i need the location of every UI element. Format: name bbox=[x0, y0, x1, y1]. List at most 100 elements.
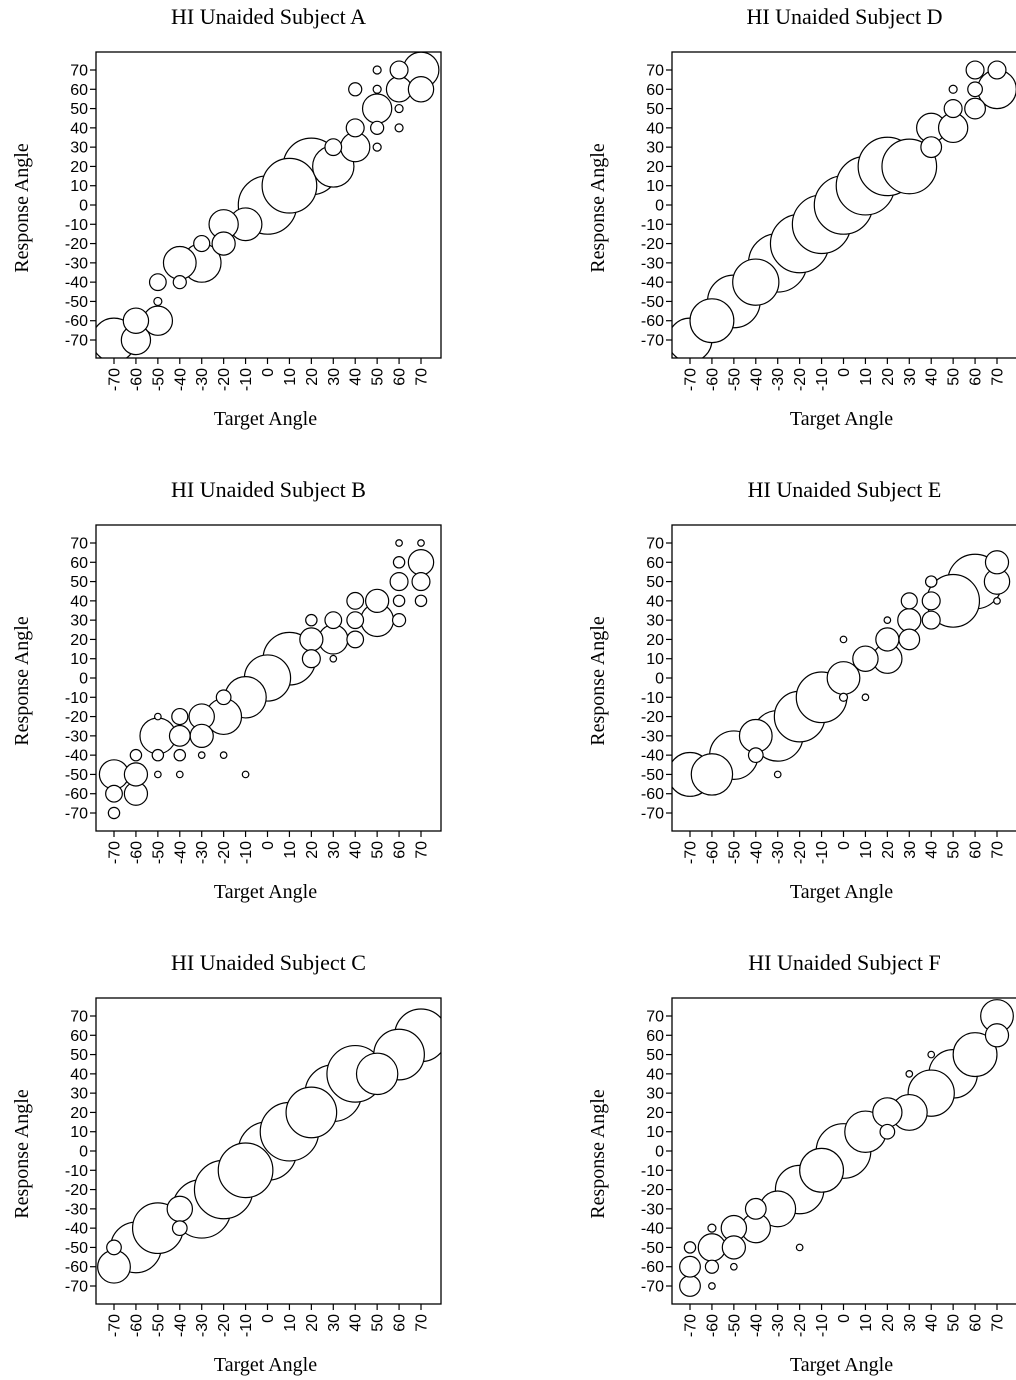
bubble-point bbox=[984, 1023, 1010, 1048]
y-tick-label: 50 bbox=[70, 574, 88, 591]
y-tick-label: -40 bbox=[65, 748, 88, 765]
bubble-layer bbox=[96, 52, 440, 358]
bubble-point bbox=[215, 689, 232, 706]
bubble-point bbox=[689, 298, 735, 344]
bubble-point bbox=[389, 572, 409, 592]
y-tick-label: -30 bbox=[641, 728, 664, 745]
bubble-point bbox=[106, 1239, 122, 1256]
bubble-point bbox=[122, 307, 150, 334]
bubble-point bbox=[872, 1097, 903, 1128]
y-tick-label: 0 bbox=[79, 198, 88, 215]
x-tick-label: -50 bbox=[150, 368, 167, 391]
bubble-point bbox=[987, 60, 1007, 80]
y-tick-label: 70 bbox=[646, 1009, 664, 1026]
panel-subject-a: HI Unaided Subject A 70 60 50 40 30 20 10 0 -10 -2… bbox=[11, 4, 442, 430]
bubble-point bbox=[875, 627, 900, 652]
y-tick-label: -60 bbox=[641, 1259, 664, 1276]
y-tick-label: 20 bbox=[70, 159, 88, 176]
bubble-point bbox=[329, 654, 338, 663]
bubble-point bbox=[679, 1275, 701, 1297]
x-tick-label: 0 bbox=[836, 368, 853, 377]
bubble-point bbox=[852, 645, 879, 672]
bubble-point bbox=[299, 627, 324, 652]
bubble-point bbox=[707, 1223, 717, 1233]
chart-title: HI Unaided Subject C bbox=[171, 950, 366, 975]
y-tick-label: -20 bbox=[65, 1182, 88, 1199]
x-tick-label: -70 bbox=[683, 841, 700, 864]
bubble-point bbox=[690, 753, 734, 796]
bubble-point bbox=[407, 549, 435, 576]
bubble-point bbox=[324, 611, 343, 630]
y-tick-label: 20 bbox=[646, 632, 664, 649]
y-tick-label: -50 bbox=[65, 1240, 88, 1257]
y-tick-label: -50 bbox=[641, 294, 664, 311]
bubble-point bbox=[721, 1235, 746, 1260]
x-tick-label: 50 bbox=[946, 841, 963, 859]
x-tick-label: 10 bbox=[858, 368, 875, 386]
x-tick-label: 20 bbox=[304, 368, 321, 386]
x-tick-label: -50 bbox=[150, 1314, 167, 1337]
y-tick-label: 10 bbox=[70, 178, 88, 195]
y-tick-label: -30 bbox=[641, 1201, 664, 1218]
bubble-point bbox=[153, 712, 162, 721]
x-tick-label: 0 bbox=[260, 841, 277, 850]
x-axis-label: Target Angle bbox=[790, 1354, 893, 1376]
x-tick-label: -30 bbox=[770, 1314, 787, 1337]
y-tick-label: 30 bbox=[646, 1086, 664, 1103]
bubble-point bbox=[348, 82, 363, 97]
bubble-point bbox=[153, 296, 163, 307]
y-axis-label: Response Angle bbox=[587, 1089, 609, 1219]
x-tick-label: 70 bbox=[990, 841, 1007, 859]
bubble-point bbox=[189, 723, 214, 748]
x-tick-label: 10 bbox=[282, 368, 299, 386]
y-tick-label: 60 bbox=[646, 1028, 664, 1045]
x-axis-label: Target Angle bbox=[790, 881, 893, 903]
y-tick-label: -20 bbox=[641, 1182, 664, 1199]
bubble-point bbox=[900, 592, 918, 610]
y-tick-label: -70 bbox=[65, 1279, 88, 1296]
bubble-point bbox=[729, 1262, 738, 1271]
x-tick-label: 0 bbox=[836, 841, 853, 850]
y-axis-label: Response Angle bbox=[587, 143, 609, 273]
bubble-point bbox=[920, 136, 943, 159]
y-tick-label: 70 bbox=[70, 63, 88, 80]
x-tick-label: -50 bbox=[726, 841, 743, 864]
x-tick-label: 30 bbox=[326, 841, 343, 859]
x-tick-label: 70 bbox=[414, 368, 431, 386]
y-tick-label: -60 bbox=[65, 313, 88, 330]
y-tick-label: -10 bbox=[641, 1163, 664, 1180]
y-tick-label: 60 bbox=[70, 1028, 88, 1045]
bubble-point bbox=[173, 748, 187, 762]
bubble-point bbox=[365, 588, 390, 613]
y-tick-label: -10 bbox=[641, 217, 664, 234]
bubble-point bbox=[417, 539, 425, 547]
x-tick-label: -70 bbox=[107, 1314, 124, 1337]
bubble-point bbox=[123, 762, 149, 787]
y-tick-label: 40 bbox=[646, 1066, 664, 1083]
y-tick-label: -70 bbox=[641, 806, 664, 823]
y-tick-label: 50 bbox=[646, 574, 664, 591]
bubble-point bbox=[305, 613, 318, 627]
x-tick-label: -40 bbox=[748, 1314, 765, 1337]
bubble-point bbox=[346, 591, 365, 610]
x-tick-label: 70 bbox=[414, 1314, 431, 1332]
x-tick-label: 30 bbox=[326, 1314, 343, 1332]
y-tick-label: -10 bbox=[65, 690, 88, 707]
x-tick-label: 50 bbox=[946, 368, 963, 386]
x-tick-label: -50 bbox=[726, 368, 743, 391]
y-tick-label: -50 bbox=[641, 767, 664, 784]
bubble-point bbox=[105, 784, 123, 803]
y-tick-label: 0 bbox=[79, 1144, 88, 1161]
y-tick-label: 70 bbox=[70, 536, 88, 553]
x-tick-label: -20 bbox=[792, 1314, 809, 1337]
y-tick-label: 60 bbox=[70, 555, 88, 572]
x-tick-label: 70 bbox=[990, 368, 1007, 386]
x-tick-label: 40 bbox=[348, 841, 365, 859]
y-tick-label: 30 bbox=[646, 140, 664, 157]
x-tick-label: -30 bbox=[194, 841, 211, 864]
x-tick-label: 10 bbox=[282, 841, 299, 859]
x-tick-label: -40 bbox=[172, 368, 189, 391]
x-tick-label: 20 bbox=[304, 1314, 321, 1332]
x-tick-label: 0 bbox=[836, 1314, 853, 1323]
y-tick-label: 30 bbox=[70, 1086, 88, 1103]
